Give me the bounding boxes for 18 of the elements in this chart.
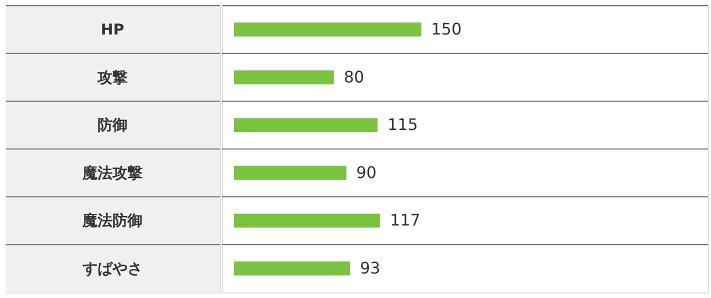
data-label: 93: [360, 258, 380, 278]
data-label: 150: [431, 19, 462, 38]
y-tick-label: 魔法防御: [82, 212, 143, 230]
y-tick-label: 防御: [98, 116, 128, 134]
data-label: 115: [388, 115, 418, 134]
bar: [234, 22, 422, 36]
data-label: 90: [356, 162, 377, 182]
bar: [234, 214, 380, 228]
data-label: 80: [344, 67, 364, 86]
y-tick-label: 魔法攻撃: [82, 164, 143, 182]
y-tick-label: HP: [100, 20, 124, 38]
bar: [234, 70, 334, 84]
bar: [234, 118, 378, 132]
data-label: 117: [390, 210, 420, 230]
y-tick-label: すばやさ: [82, 259, 143, 278]
y-tick-label: 攻撃: [96, 68, 128, 86]
bar: [234, 262, 350, 276]
bar: [234, 166, 346, 180]
